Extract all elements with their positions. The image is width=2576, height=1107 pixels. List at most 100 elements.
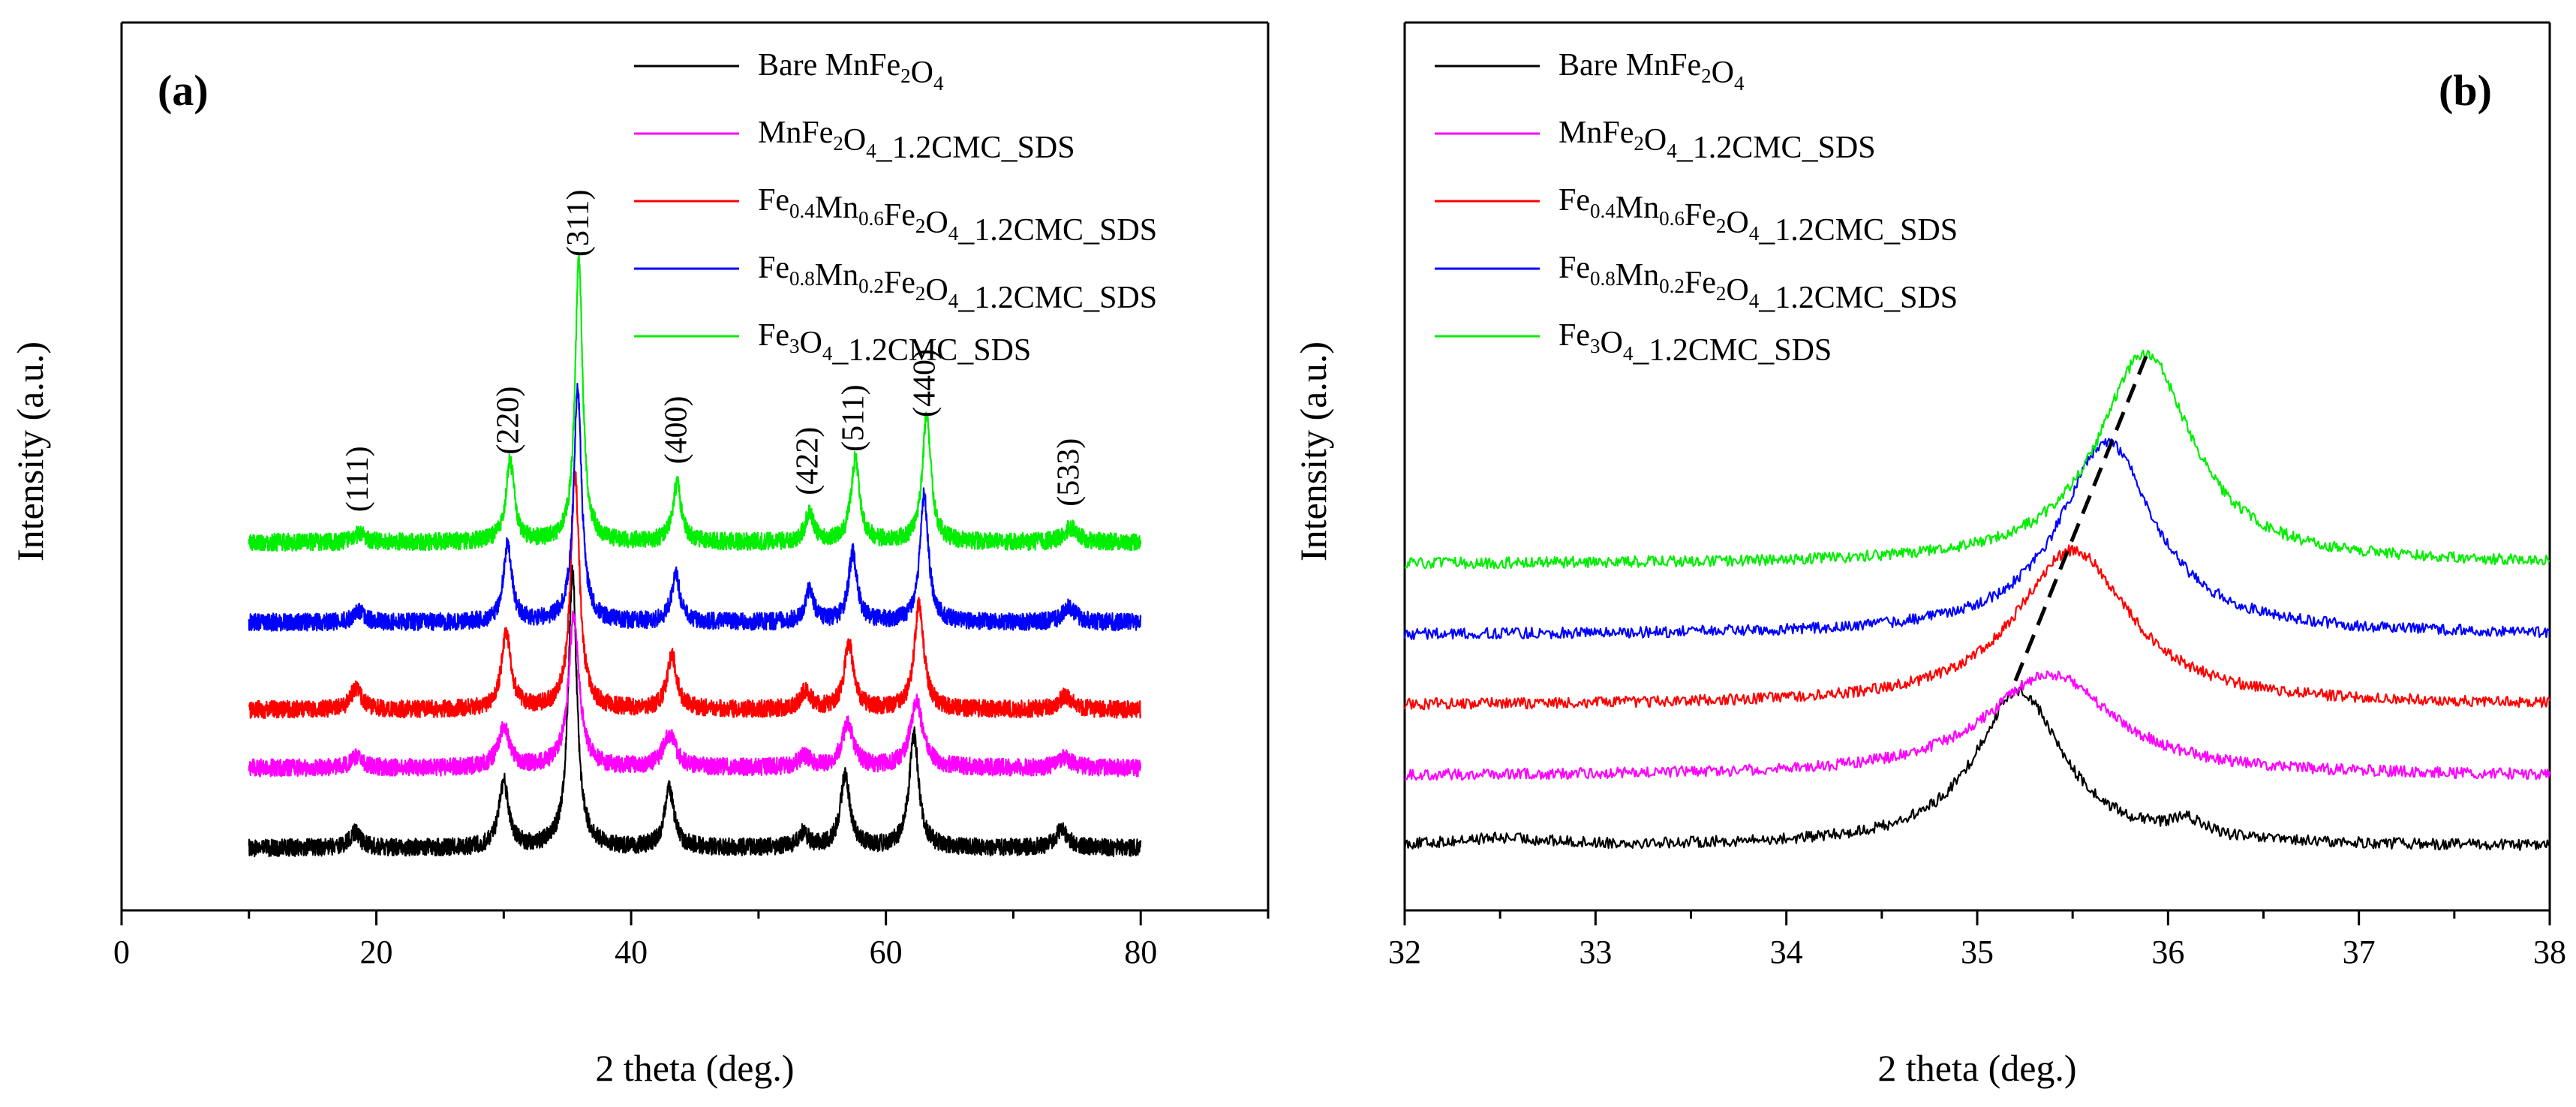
- x-axis-title: 2 theta (deg.): [1877, 1047, 2076, 1089]
- miller-index-label: (111): [341, 446, 375, 512]
- legend-text-part: _1.2CMC_SDS: [831, 333, 1031, 368]
- legend-text-part: O: [1726, 206, 1748, 240]
- legend-subscript: 4: [1749, 290, 1760, 312]
- legend-text-part: MnFe: [1559, 116, 1634, 150]
- series-line: [248, 470, 1142, 720]
- legend-subscript: 0.4: [789, 200, 815, 222]
- legend-text-part: Bare MnFe: [758, 48, 900, 83]
- legend-subscript: 2: [1716, 215, 1727, 237]
- series-line: [248, 564, 1142, 858]
- legend-subscript: 2: [1701, 65, 1712, 87]
- legend-text-part: _1.2CMC_SDS: [1758, 281, 1958, 315]
- legend-subscript: 2: [915, 215, 926, 237]
- legend-text-part: O: [925, 273, 948, 308]
- legend-text-part: _1.2CMC_SDS: [1676, 131, 1876, 165]
- legend-subscript: 4: [1623, 342, 1634, 365]
- series-line: [1403, 544, 2551, 711]
- legend-subscript: 4: [933, 72, 944, 95]
- legend-subscript: 0.4: [1590, 200, 1616, 222]
- legend-text-part: O: [925, 206, 948, 240]
- legend-text-part: Fe: [884, 266, 915, 300]
- series-line: [248, 254, 1142, 552]
- panel-label: (b): [2439, 66, 2492, 115]
- series-line: [1404, 670, 2551, 781]
- legend-text-part: _1.2CMC_SDS: [1632, 333, 1832, 368]
- legend-subscript: 4: [1734, 72, 1745, 95]
- legend-subscript: 0.8: [1590, 267, 1616, 290]
- legend-subscript: 4: [1749, 222, 1760, 245]
- y-axis-title: Intensity (a.u.): [9, 341, 51, 561]
- x-tick-label: 20: [360, 934, 393, 970]
- legend-subscript: 0.6: [1659, 207, 1685, 230]
- legend-text-part: Bare MnFe: [1559, 48, 1701, 83]
- legend-label: Fe3O4_1.2CMC_SDS: [758, 318, 1031, 368]
- peak-shift-guide-line: [2013, 348, 2151, 682]
- legend-label: Bare MnFe2O4: [1559, 48, 1745, 95]
- legend-subscript: 2: [833, 132, 843, 155]
- legend-text-part: Fe: [1685, 266, 1716, 300]
- legend-text-part: _1.2CMC_SDS: [957, 213, 1157, 248]
- x-tick-label: 34: [1770, 934, 1803, 970]
- miller-index-label: (220): [491, 387, 525, 455]
- panel-b-xrd-zoomed-311: 32 33 34 35 36 37 382 theta (deg.)Intensity (a…: [1292, 21, 2566, 1089]
- miller-index-label: (400): [660, 396, 694, 464]
- legend-text-part: _1.2CMC_SDS: [1758, 213, 1958, 248]
- legend-text-part: Fe: [884, 198, 915, 233]
- legend-label: Fe3O4_1.2CMC_SDS: [1559, 318, 1832, 368]
- miller-index-label: (511): [837, 384, 871, 451]
- legend-text-part: _1.2CMC_SDS: [957, 281, 1157, 315]
- legend-subscript: 2: [915, 282, 926, 305]
- legend-label: Fe0.4Mn0.6Fe2O4_1.2CMC_SDS: [1559, 183, 1958, 248]
- legend-subscript: 3: [789, 335, 800, 357]
- legend-text-part: O: [1644, 123, 1667, 158]
- legend-label: MnFe2O4_1.2CMC_SDS: [758, 116, 1075, 165]
- legend-text-part: O: [1601, 326, 1623, 360]
- x-tick-label: 60: [870, 934, 903, 970]
- series-line: [1403, 685, 2551, 851]
- legend-text-part: Mn: [1616, 191, 1659, 225]
- series-line: [248, 610, 1142, 778]
- legend-subscript: 2: [1716, 282, 1727, 305]
- legend-text-part: O: [1712, 56, 1734, 90]
- x-axis-title: 2 theta (deg.): [595, 1047, 794, 1089]
- x-tick-label: 37: [2343, 934, 2376, 970]
- miller-index-label: (311): [561, 190, 596, 257]
- legend-text-part: O: [911, 56, 933, 90]
- legend-text-part: Fe: [1559, 183, 1590, 218]
- legend-subscript: 4: [1667, 140, 1677, 162]
- legend-text-part: Mn: [815, 258, 858, 293]
- x-tick-label: 35: [1961, 934, 1994, 970]
- legend-label: Bare MnFe2O4: [758, 48, 944, 95]
- legend-text-part: Fe: [758, 318, 789, 353]
- legend-subscript: 0.8: [789, 267, 815, 290]
- legend-label: Fe0.8Mn0.2Fe2O4_1.2CMC_SDS: [758, 251, 1157, 315]
- legend-subscript: 2: [900, 65, 911, 87]
- legend-text-part: O: [800, 326, 822, 360]
- x-tick-label: 33: [1579, 934, 1612, 970]
- legend-text-part: O: [1726, 273, 1748, 308]
- x-tick-label: 36: [2151, 934, 2184, 970]
- series-line: [248, 383, 1142, 632]
- legend-subscript: 2: [1634, 132, 1644, 155]
- miller-index-label: (440): [908, 349, 942, 417]
- legend-text-part: Mn: [1616, 258, 1659, 293]
- legend-label: Fe0.4Mn0.6Fe2O4_1.2CMC_SDS: [758, 183, 1157, 248]
- legend-text-part: Fe: [758, 251, 789, 285]
- series-line: [1403, 438, 2550, 640]
- legend-subscript: 0.2: [858, 275, 884, 297]
- legend-subscript: 4: [822, 342, 833, 365]
- legend-subscript: 4: [866, 140, 876, 162]
- legend-text-part: Fe: [1685, 198, 1716, 233]
- legend-label: MnFe2O4_1.2CMC_SDS: [1559, 116, 1876, 165]
- y-axis-title: Intensity (a.u.): [1292, 341, 1334, 561]
- panel-label: (a): [158, 66, 209, 115]
- legend-label: Fe0.8Mn0.2Fe2O4_1.2CMC_SDS: [1559, 251, 1958, 315]
- legend-text-part: Fe: [1559, 251, 1590, 285]
- x-tick-label: 40: [615, 934, 648, 970]
- legend-subscript: 0.6: [858, 207, 884, 230]
- legend-subscript: 4: [948, 290, 959, 312]
- x-tick-label: 38: [2533, 934, 2566, 970]
- legend-text-part: Mn: [815, 191, 858, 225]
- miller-index-label: (422): [790, 427, 825, 495]
